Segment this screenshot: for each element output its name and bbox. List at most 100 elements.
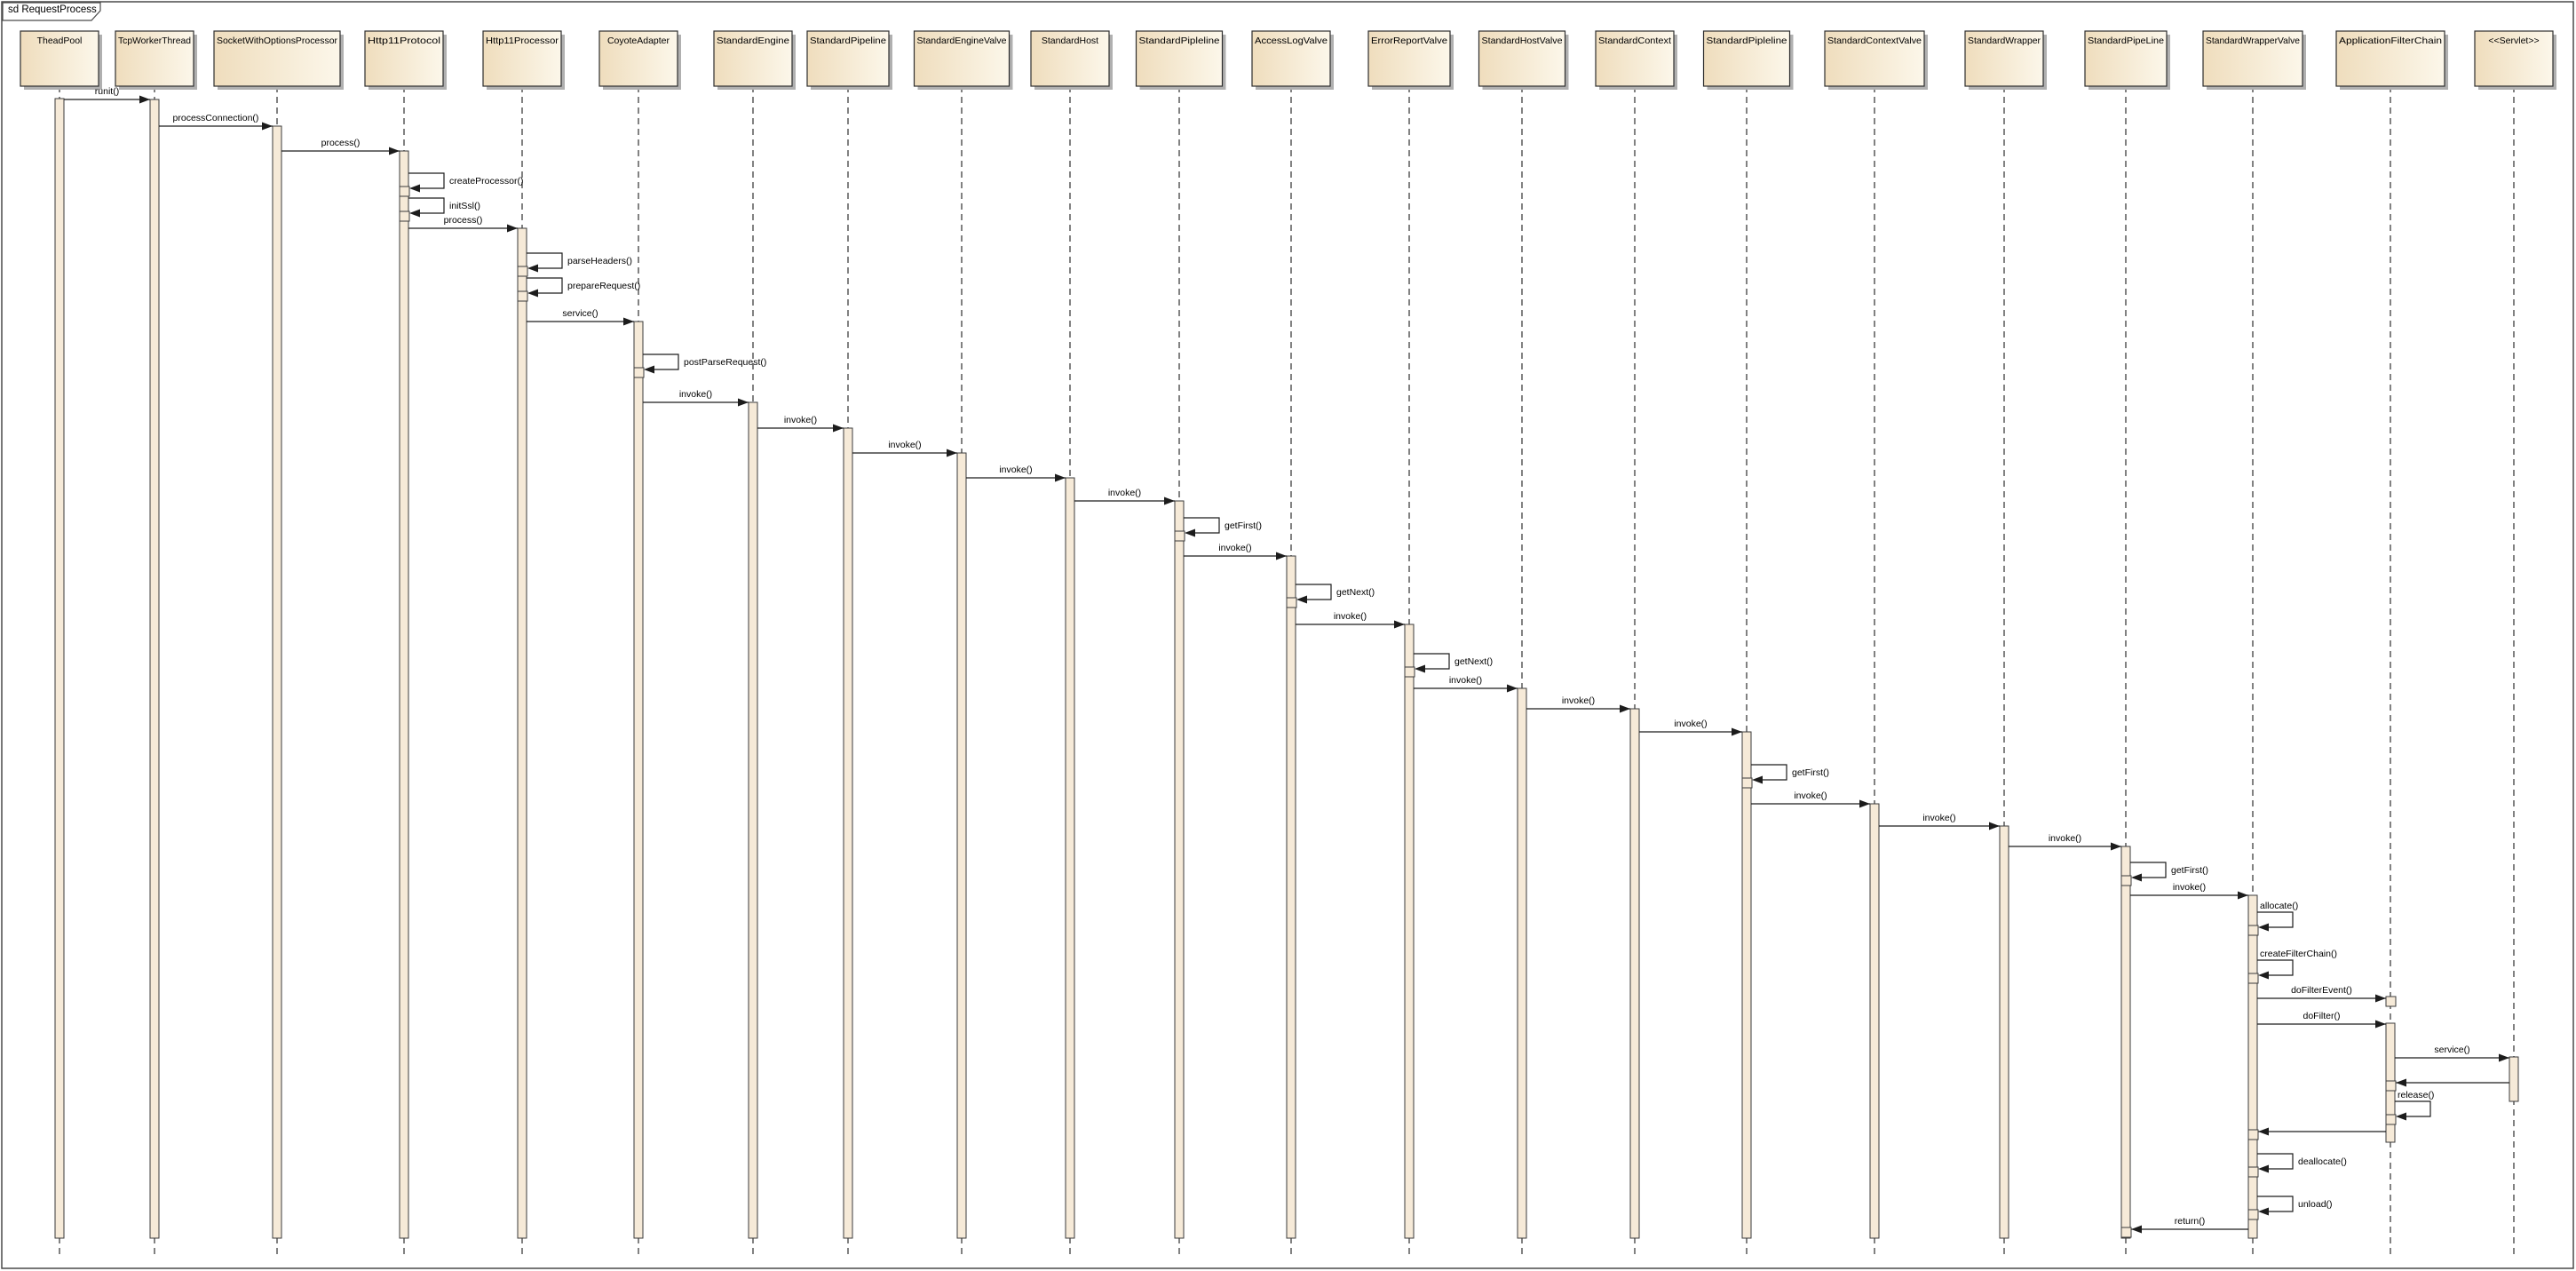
lifeline-name: StandardContextValve	[1827, 36, 1922, 46]
lifeline-accesslogvalve: AccessLogValve	[1251, 30, 1334, 1255]
lifeline-name: <<Servlet>>	[2488, 36, 2539, 46]
message-invoke-: invoke()	[757, 415, 844, 433]
activation-bar	[399, 150, 409, 1239]
arrowhead	[1507, 684, 1518, 693]
lifeline-name: StandardContext	[1598, 36, 1671, 46]
self-message-line	[643, 353, 679, 370]
message-label: getNext()	[1454, 656, 1493, 667]
lifeline-coyoteadapter: CoyoteAdapter	[598, 30, 681, 1255]
receive-box	[1404, 666, 1415, 678]
arrowhead	[644, 365, 654, 374]
lifeline-name: TcpWorkerThread	[118, 36, 191, 46]
message-label: getFirst()	[1225, 520, 1262, 531]
message-return-: return()	[2120, 1216, 2248, 1238]
message-label: invoke()	[2173, 882, 2206, 893]
arrowhead	[2258, 923, 2269, 932]
receive-box	[2385, 996, 2397, 1007]
head-box	[1964, 30, 2044, 87]
message-getnext-: getNext()	[1404, 653, 1493, 678]
head-box	[1030, 30, 1110, 87]
arrowhead	[2258, 1127, 2269, 1136]
message-label: processConnection()	[173, 113, 259, 123]
head-box	[482, 30, 562, 87]
lifeline-name: StandardEngine	[717, 36, 789, 46]
receive-box	[2120, 875, 2132, 886]
head-box	[806, 30, 890, 87]
arrowhead	[1055, 473, 1066, 482]
arrowhead	[2396, 1078, 2406, 1087]
message-label: invoke()	[1334, 611, 1367, 622]
lifeline-errorreportvalve: ErrorReportValve	[1367, 30, 1454, 1255]
head-box	[115, 30, 194, 87]
arrowhead	[2375, 994, 2386, 1003]
message-service-: service()	[2395, 1045, 2509, 1062]
lifeline-name: StandardPipleline	[1707, 36, 1787, 46]
message-label: doFilterEvent()	[2291, 985, 2352, 996]
message-label: invoke()	[1449, 675, 1482, 686]
lifeline-name: StandardPipeline	[810, 36, 886, 46]
activation-bar	[1174, 500, 1185, 1239]
message-label: invoke()	[1674, 719, 1707, 729]
arrowhead	[623, 317, 634, 326]
head-box	[364, 30, 444, 87]
receive-box	[517, 266, 528, 277]
activation-bar	[2509, 1056, 2519, 1102]
message-label: return()	[2175, 1216, 2205, 1227]
lifeline-name: StandardHostValve	[1482, 36, 1563, 46]
arrowhead	[833, 424, 844, 433]
message-createfilterchain-: createFilterChain()	[2247, 949, 2337, 984]
message-label: invoke()	[2049, 833, 2081, 844]
arrowhead	[2499, 1053, 2509, 1062]
arrowhead	[1276, 552, 1287, 560]
activation-bar	[149, 99, 160, 1239]
lifeline-name: StandardPipeLine	[2088, 36, 2164, 46]
message-dofilterevent-: doFilterEvent()	[2257, 985, 2397, 1007]
message-label: invoke()	[679, 389, 712, 400]
activation-bar	[2247, 894, 2258, 1239]
activation-bar	[1517, 687, 1527, 1239]
message-service-: service()	[527, 308, 634, 326]
message-getfirst-: getFirst()	[1741, 764, 1829, 789]
receive-box	[2247, 973, 2259, 984]
message-invoke-: invoke()	[1639, 719, 1742, 736]
arrowhead	[1394, 620, 1405, 629]
message-invoke-: invoke()	[1879, 813, 2000, 830]
self-message-line	[408, 197, 445, 214]
arrowhead	[1989, 822, 2000, 830]
self-message-line	[2130, 862, 2167, 878]
message-label: runit()	[95, 86, 119, 97]
head-box	[713, 30, 793, 87]
lifeline-name: CoyoteAdapter	[607, 36, 670, 46]
message-label: release()	[2398, 1090, 2434, 1100]
message-preparerequest-: prepareRequest()	[517, 277, 640, 302]
message-label: getFirst()	[1792, 767, 1829, 778]
head-box	[1367, 30, 1451, 87]
message-getnext-: getNext()	[1286, 584, 1375, 608]
message-label: parseHeaders()	[567, 256, 632, 266]
arrowhead	[527, 264, 538, 273]
head-box	[913, 30, 1011, 87]
message-getfirst-: getFirst()	[2120, 862, 2208, 886]
frame-title-tab	[2, 2, 101, 21]
activation-bar	[1286, 555, 1296, 1239]
self-message-line	[1184, 517, 1220, 534]
activation-bar	[272, 125, 282, 1239]
arrowhead	[1415, 664, 1425, 673]
activation-bar	[1629, 708, 1640, 1239]
arrowhead	[947, 449, 957, 457]
arrowhead	[1185, 528, 1195, 537]
message-process-: process()	[408, 215, 518, 233]
receive-box	[1741, 777, 1753, 789]
message-label: getNext()	[1336, 587, 1375, 598]
arrowhead	[1859, 799, 1870, 808]
head-box	[1595, 30, 1675, 87]
message-label: service()	[562, 308, 598, 319]
receive-box	[1174, 530, 1185, 542]
message-parseheaders-: parseHeaders()	[517, 252, 632, 277]
activation-bar	[1999, 825, 2009, 1239]
lifeline-standardengine: StandardEngine	[713, 30, 796, 1255]
arrowhead	[139, 95, 150, 104]
message-initssl-: initSsl()	[399, 197, 480, 222]
receive-box	[399, 186, 410, 197]
